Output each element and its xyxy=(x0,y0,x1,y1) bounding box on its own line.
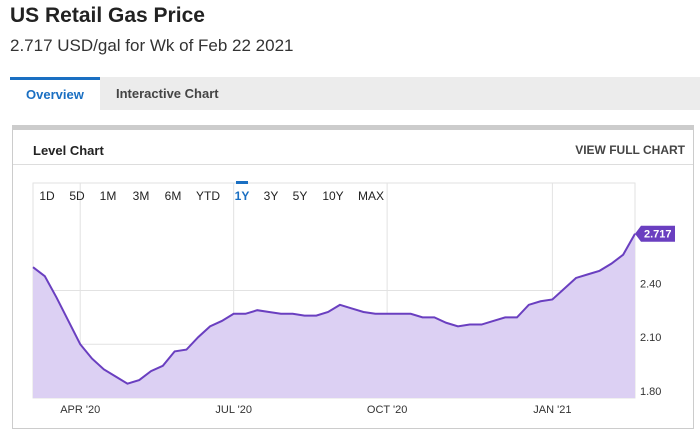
range-button[interactable]: 3Y xyxy=(264,189,279,203)
value-label: 2.717 xyxy=(644,229,672,241)
range-button[interactable]: 1Y xyxy=(235,189,250,203)
range-button[interactable]: 5Y xyxy=(293,189,308,203)
range-button[interactable]: 6M xyxy=(165,189,182,203)
range-button[interactable]: 10Y xyxy=(322,189,343,203)
range-indicator xyxy=(236,181,248,184)
chart-panel: Level Chart VIEW FULL CHART xyxy=(12,125,694,429)
range-button[interactable]: 5D xyxy=(69,189,85,203)
range-button[interactable]: YTD xyxy=(196,189,220,203)
range-button[interactable]: MAX xyxy=(358,189,384,203)
panel-title: Level Chart xyxy=(33,143,104,158)
x-tick-label: APR '20 xyxy=(60,404,100,416)
range-button[interactable]: 1M xyxy=(100,189,117,203)
tab-bar: Overview Interactive Chart xyxy=(10,77,700,110)
x-tick-label: JAN '21 xyxy=(533,404,571,416)
area xyxy=(33,233,635,398)
y-tick-label: 1.80 xyxy=(640,386,661,398)
line xyxy=(32,233,636,385)
y-tick-label: 2.40 xyxy=(640,278,661,290)
page-title: US Retail Gas Price xyxy=(10,4,205,27)
divider xyxy=(13,164,693,165)
tab[interactable]: Interactive Chart xyxy=(116,86,219,101)
x-tick-label: JUL '20 xyxy=(215,404,252,416)
page-subtitle: 2.717 USD/gal for Wk of Feb 22 2021 xyxy=(10,36,294,55)
view-full-chart[interactable]: VIEW FULL CHART xyxy=(575,143,685,157)
range-button[interactable]: 3M xyxy=(133,189,150,203)
x-tick-label: OCT '20 xyxy=(367,404,407,416)
range-button[interactable]: 1D xyxy=(39,189,55,203)
value-badge xyxy=(635,225,675,242)
tab[interactable]: Overview xyxy=(10,77,100,110)
y-tick-label: 2.10 xyxy=(640,332,661,344)
